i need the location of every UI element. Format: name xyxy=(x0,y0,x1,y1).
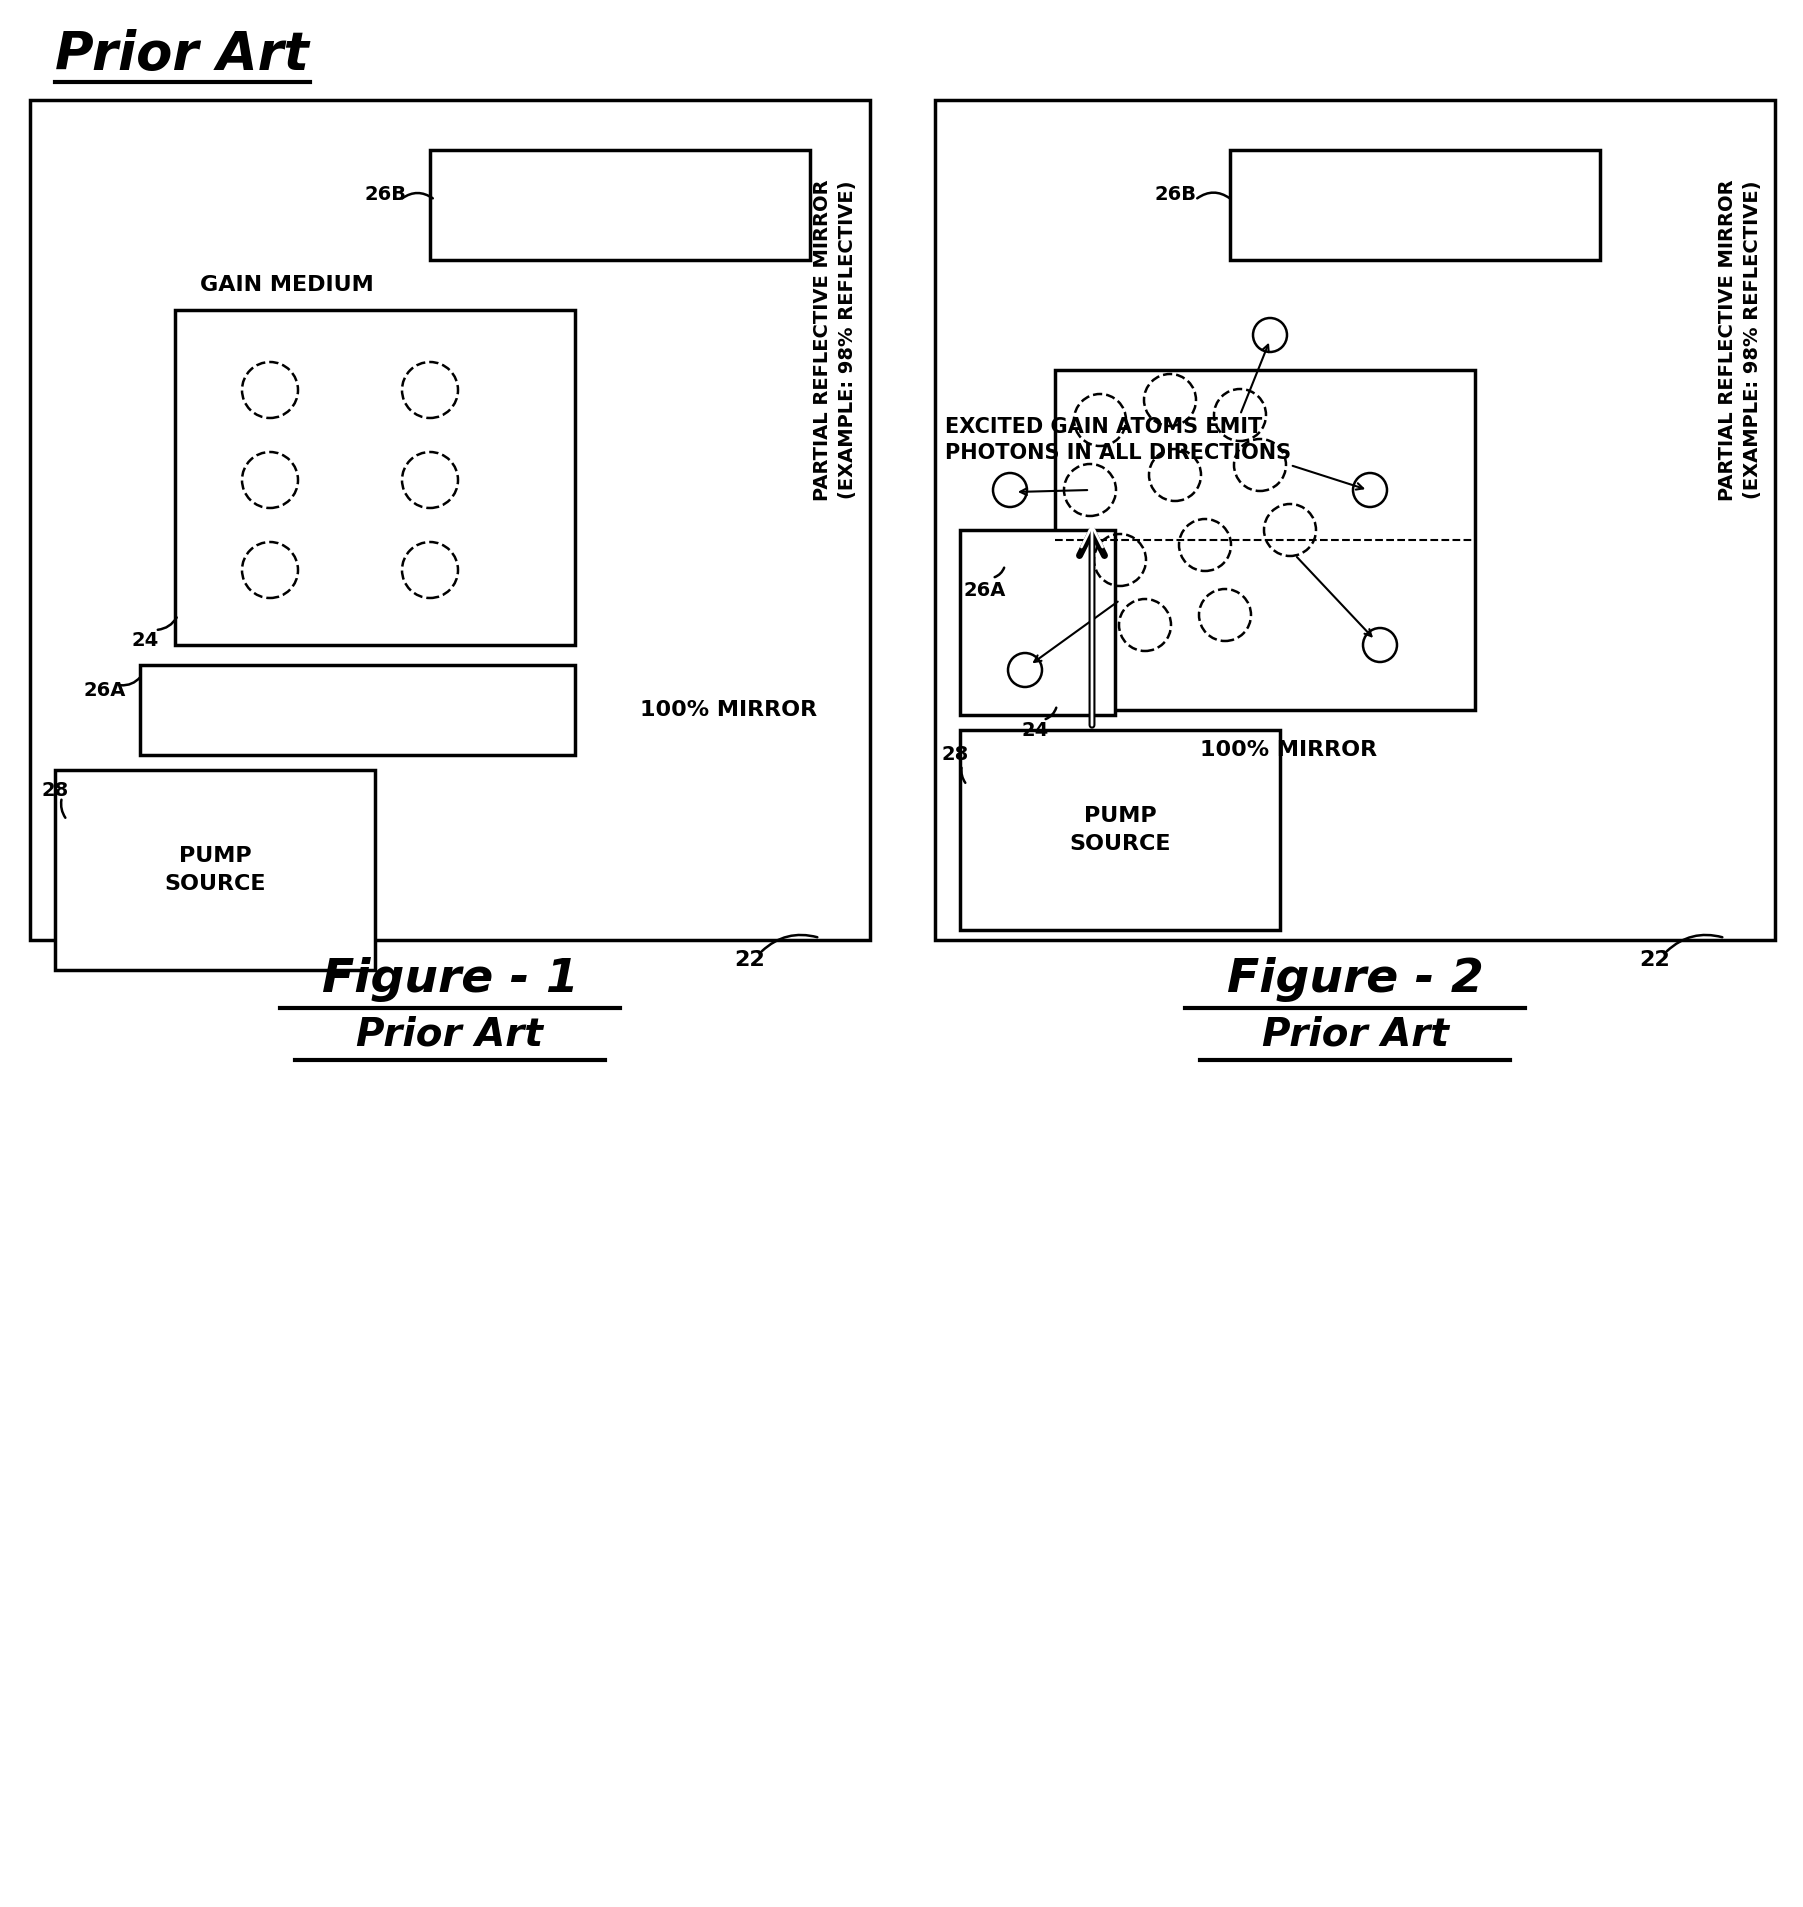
Text: 26B: 26B xyxy=(1154,185,1195,204)
Bar xyxy=(141,666,575,755)
Text: 100% MIRROR: 100% MIRROR xyxy=(640,700,817,721)
Text: Prior Art: Prior Art xyxy=(357,1016,543,1055)
Text: Prior Art: Prior Art xyxy=(56,29,308,80)
Text: PUMP
SOURCE: PUMP SOURCE xyxy=(1069,807,1170,854)
Text: 22: 22 xyxy=(734,950,766,971)
Text: 26B: 26B xyxy=(364,185,406,204)
Text: Figure - 2: Figure - 2 xyxy=(1226,957,1484,1003)
Text: PUMP
SOURCE: PUMP SOURCE xyxy=(164,847,265,894)
Bar xyxy=(936,99,1774,940)
Text: 28: 28 xyxy=(941,746,968,765)
Text: 24: 24 xyxy=(132,631,159,650)
Bar xyxy=(1230,151,1599,259)
Text: 26A: 26A xyxy=(83,681,126,700)
Bar xyxy=(959,530,1114,715)
Text: PARTIAL REFLECTIVE MIRROR
(EXAMPLE: 98% REFLECTIVE): PARTIAL REFLECTIVE MIRROR (EXAMPLE: 98% … xyxy=(813,179,856,502)
Bar xyxy=(56,770,375,971)
Bar xyxy=(175,311,575,645)
Bar xyxy=(1055,370,1475,709)
Text: 26A: 26A xyxy=(965,580,1006,599)
Text: GAIN MEDIUM: GAIN MEDIUM xyxy=(200,275,373,296)
Text: 22: 22 xyxy=(1639,950,1670,971)
Text: Prior Art: Prior Art xyxy=(1262,1016,1448,1055)
Text: 28: 28 xyxy=(41,780,69,799)
Bar xyxy=(31,99,871,940)
Text: Figure - 1: Figure - 1 xyxy=(321,957,579,1003)
Text: 24: 24 xyxy=(1020,721,1049,740)
Text: PARTIAL REFLECTIVE MIRROR
(EXAMPLE: 98% REFLECTIVE): PARTIAL REFLECTIVE MIRROR (EXAMPLE: 98% … xyxy=(1718,179,1762,502)
Bar xyxy=(959,730,1280,931)
Text: EXCITED GAIN ATOMS EMIT
PHOTONS IN ALL DIRECTIONS: EXCITED GAIN ATOMS EMIT PHOTONS IN ALL D… xyxy=(945,418,1291,463)
Bar xyxy=(429,151,810,259)
Text: 100% MIRROR: 100% MIRROR xyxy=(1201,740,1377,761)
